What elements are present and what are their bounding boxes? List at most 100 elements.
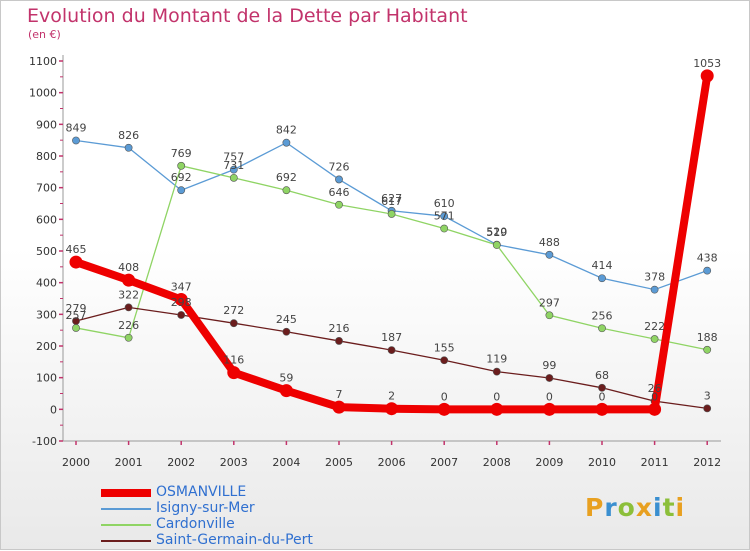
y-tick-label: 800 [36,150,57,163]
proxiti-logo: Proxiti [585,493,685,522]
data-label: 298 [171,296,192,309]
data-label: 692 [171,171,192,184]
data-point [440,224,449,233]
data-label: 465 [66,243,87,256]
logo-letter: x [635,493,653,522]
data-label: 438 [697,252,718,265]
data-point [648,402,662,416]
data-point [490,402,504,416]
data-label: 610 [434,197,455,210]
data-label: 757 [223,151,244,164]
x-tick-label: 2007 [430,456,458,469]
data-point [72,136,80,145]
x-tick-label: 2006 [378,456,406,469]
data-point [122,273,136,287]
data-point [595,402,609,416]
series-layer [69,69,714,416]
data-point [385,402,399,416]
data-point [703,266,712,275]
x-tick-label: 2004 [272,456,300,469]
data-label: 842 [276,124,297,137]
data-point [282,186,291,195]
y-tick-label: 1100 [29,55,57,68]
legend-label: Saint-Germain-du-Pert [156,532,313,548]
data-label: 0 [546,390,553,403]
logo-letter: t [662,493,676,522]
legend-swatch [101,489,151,497]
data-point [387,346,396,355]
x-tick-label: 2008 [483,456,511,469]
data-label: 378 [644,271,665,284]
x-tick-label: 2011 [641,456,669,469]
data-point [598,274,606,283]
logo-letter: i [675,493,686,522]
data-label: 68 [595,369,609,382]
data-label: 322 [118,288,139,301]
x-tick-label: 2000 [62,456,90,469]
data-point [650,335,659,343]
data-point [69,255,83,269]
data-point [440,356,449,365]
data-point [545,311,554,320]
series-line [72,71,712,414]
logo-letter: i [653,493,663,522]
data-label: 245 [276,313,297,326]
data-label: 222 [644,320,665,333]
data-point [703,345,712,354]
data-point [177,311,186,319]
data-point [545,250,554,259]
data-point [542,402,556,416]
y-tick-label: 700 [36,182,57,195]
data-point [124,333,133,342]
data-point [279,384,293,398]
data-label: 3 [704,389,711,402]
data-label: 0 [441,390,448,403]
y-tick-label: 0 [50,403,57,416]
data-point [335,337,343,345]
data-point [124,143,133,152]
data-label: 188 [697,331,718,344]
data-label: 279 [66,302,87,315]
data-label: 849 [66,121,87,134]
data-point [437,402,451,416]
data-point [650,285,659,294]
chart-unit-label: (en €) [28,28,61,41]
data-label: 256 [592,309,613,322]
series-osmanville [69,69,714,416]
data-label: 59 [279,372,293,385]
chart-title: Evolution du Montant de la Dette par Hab… [27,5,468,27]
data-point [227,366,241,380]
x-tick-label: 2005 [325,456,353,469]
data-label: 297 [539,296,560,309]
data-label: 0 [599,390,606,403]
data-point [335,200,343,209]
y-tick-label: 400 [36,277,57,290]
x-tick-label: 2003 [220,456,248,469]
data-point [124,303,133,312]
data-point [492,367,501,376]
data-point [229,165,238,174]
x-tick-label: 2009 [535,456,563,469]
x-tick-label: 2010 [588,456,616,469]
data-label: 826 [118,129,139,142]
data-label: 627 [381,192,402,205]
data-label: 646 [329,186,350,199]
y-tick-label: -100 [32,435,57,448]
data-point [387,210,396,218]
logo-letter: r [604,493,618,522]
data-label: 488 [539,236,560,249]
legend-swatch [101,524,151,526]
data-label: 216 [329,322,350,335]
series-cardonville [72,161,712,354]
data-point [177,161,186,170]
data-label: 519 [486,226,507,239]
data-label: 731 [223,159,244,172]
data-point [174,292,188,306]
legend-label: Isigny-sur-Mer [156,500,255,516]
y-tick-label: 100 [36,372,57,385]
data-label: 692 [276,171,297,184]
data-label: 7 [336,388,343,401]
data-point [282,138,291,147]
x-tick-label: 2001 [115,456,143,469]
data-label: 116 [223,354,244,367]
